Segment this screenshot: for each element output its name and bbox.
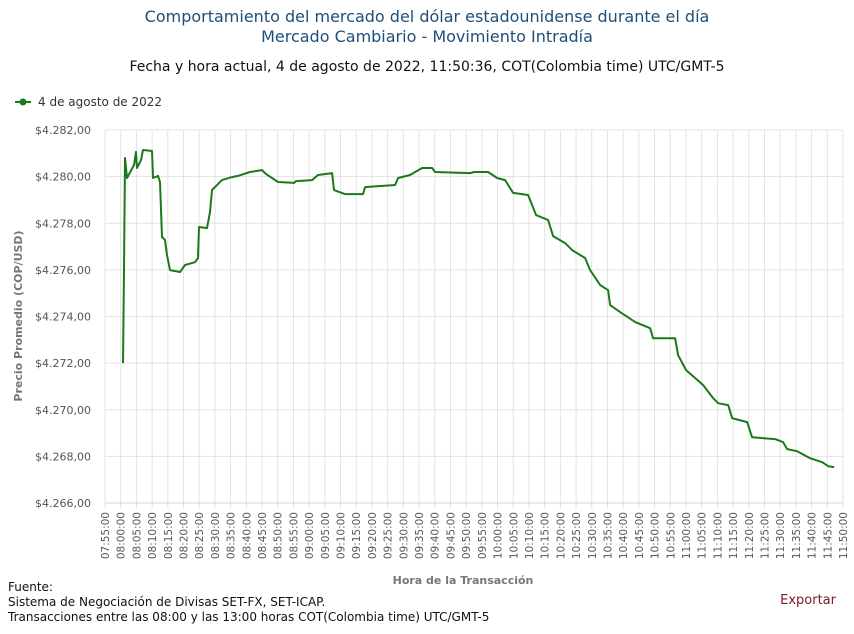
legend-marker-icon xyxy=(20,99,27,106)
source-line-1: Sistema de Negociación de Divisas SET-FX… xyxy=(8,595,325,609)
x-tick-label: 09:05:00 xyxy=(320,512,332,559)
x-tick-label: 10:05:00 xyxy=(508,512,520,559)
x-tick-label: 10:40:00 xyxy=(618,512,630,559)
x-tick-label: 08:00:00 xyxy=(116,512,128,559)
x-tick-label: 10:30:00 xyxy=(587,512,599,559)
source-label: Fuente: xyxy=(8,580,53,594)
x-tick-label: 11:00:00 xyxy=(681,512,693,559)
chart-subtitle: Fecha y hora actual, 4 de agosto de 2022… xyxy=(129,59,724,75)
x-tick-label: 10:25:00 xyxy=(571,512,583,559)
x-tick-label: 09:25:00 xyxy=(383,512,395,559)
x-tick-label: 11:30:00 xyxy=(775,512,787,559)
x-tick-label: 08:30:00 xyxy=(210,512,222,559)
x-tick-label: 08:15:00 xyxy=(163,512,175,559)
legend-label: 4 de agosto de 2022 xyxy=(38,95,162,109)
x-tick-label: 09:15:00 xyxy=(351,512,363,559)
x-tick-label: 09:40:00 xyxy=(430,512,442,559)
x-tick-label: 11:35:00 xyxy=(791,512,803,559)
x-tick-label: 11:40:00 xyxy=(807,512,819,559)
export-button[interactable]: Exportar xyxy=(780,593,837,608)
x-tick-label: 09:30:00 xyxy=(398,512,410,559)
x-tick-label: 11:05:00 xyxy=(697,512,709,559)
x-tick-label: 09:55:00 xyxy=(477,512,489,559)
x-tick-label: 08:45:00 xyxy=(257,512,269,559)
x-tick-label: 08:25:00 xyxy=(194,512,206,559)
x-tick-label: 11:45:00 xyxy=(822,512,834,559)
x-tick-label: 09:00:00 xyxy=(304,512,316,559)
x-tick-label: 11:15:00 xyxy=(728,512,740,559)
x-tick-label: 10:35:00 xyxy=(602,512,614,559)
x-tick-label: 10:45:00 xyxy=(634,512,646,559)
x-tick-label: 08:50:00 xyxy=(273,512,285,559)
x-tick-label: 10:10:00 xyxy=(524,512,536,559)
source-line-2: Transacciones entre las 08:00 y las 13:0… xyxy=(7,610,489,624)
y-axis-label: Precio Promedio (COP/USD) xyxy=(12,230,25,401)
chart-title-line2: Mercado Cambiario - Movimiento Intradía xyxy=(261,27,593,46)
x-tick-label: 09:10:00 xyxy=(336,512,348,559)
x-tick-label: 11:25:00 xyxy=(759,512,771,559)
y-tick-label: $4.274,00 xyxy=(35,311,91,324)
x-tick-label: 08:35:00 xyxy=(226,512,238,559)
x-tick-label: 10:15:00 xyxy=(540,512,552,559)
x-tick-label: 08:05:00 xyxy=(131,512,143,559)
x-tick-label: 10:50:00 xyxy=(650,512,662,559)
legend-item[interactable]: 4 de agosto de 2022 xyxy=(15,95,162,109)
series-line xyxy=(123,150,834,467)
y-tick-label: $4.276,00 xyxy=(35,264,91,277)
x-tick-label: 09:50:00 xyxy=(461,512,473,559)
x-tick-label: 07:55:00 xyxy=(100,512,112,559)
y-tick-label: $4.272,00 xyxy=(35,357,91,370)
x-tick-label: 09:35:00 xyxy=(414,512,426,559)
y-tick-label: $4.270,00 xyxy=(35,404,91,417)
y-tick-label: $4.282,00 xyxy=(35,124,91,137)
y-tick-label: $4.268,00 xyxy=(35,450,91,463)
x-tick-label: 08:55:00 xyxy=(288,512,300,559)
x-tick-label: 11:20:00 xyxy=(744,512,756,559)
series-layer xyxy=(123,150,834,467)
x-tick-label: 10:55:00 xyxy=(665,512,677,559)
chart-title: Comportamiento del mercado del dólar est… xyxy=(145,7,710,26)
x-tick-label: 09:20:00 xyxy=(367,512,379,559)
x-tick-label: 10:00:00 xyxy=(493,512,505,559)
x-tick-label: 08:20:00 xyxy=(179,512,191,559)
x-tick-label: 09:45:00 xyxy=(445,512,457,559)
x-tick-label: 11:50:00 xyxy=(838,512,850,559)
x-tick-label: 10:20:00 xyxy=(555,512,567,559)
x-tick-label: 08:40:00 xyxy=(241,512,253,559)
y-tick-label: $4.280,00 xyxy=(35,171,91,184)
y-tick-label: $4.266,00 xyxy=(35,497,91,510)
x-tick-label: 08:10:00 xyxy=(147,512,159,559)
y-axis-ticks: $4.266,00 $4.268,00 $4.270,00 $4.272,00 $4.2… xyxy=(35,124,91,510)
x-axis-label: Hora de la Transacción xyxy=(393,574,534,587)
y-tick-label: $4.278,00 xyxy=(35,217,91,230)
x-tick-label: 11:10:00 xyxy=(712,512,724,559)
